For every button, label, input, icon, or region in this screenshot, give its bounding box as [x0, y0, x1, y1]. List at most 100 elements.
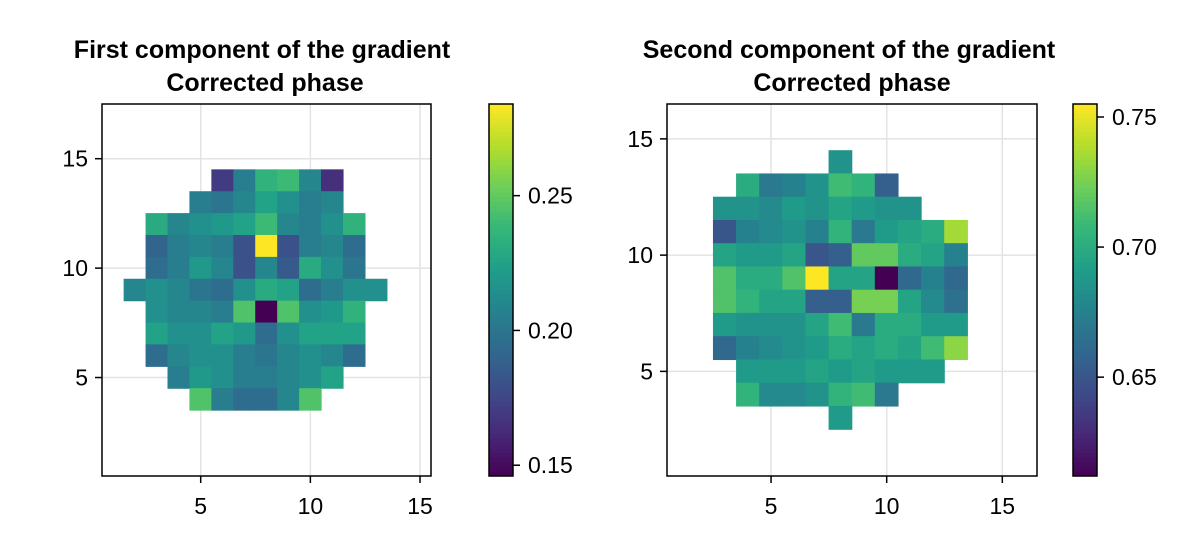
- colorbar-segment: [1073, 447, 1097, 454]
- heatmap-cell: [874, 289, 899, 314]
- heatmap-cell: [255, 278, 278, 302]
- x-tick-label: 15: [990, 493, 1016, 519]
- heatmap-cell: [277, 300, 300, 324]
- colorbar-segment: [1073, 294, 1097, 300]
- y-tick-label: 5: [640, 358, 653, 384]
- heatmap-cell: [874, 243, 899, 268]
- colorbar-segment: [489, 187, 513, 193]
- heatmap-cell: [897, 243, 922, 268]
- colorbar-segment: [1073, 424, 1097, 430]
- heatmap-cell: [897, 196, 922, 221]
- colorbar-segment: [489, 252, 513, 258]
- heatmap-cell: [944, 219, 968, 244]
- heatmap-cell: [145, 300, 169, 324]
- heatmap-cell: [167, 256, 191, 280]
- colorbar-segment: [489, 285, 513, 291]
- heatmap-cell: [321, 191, 344, 214]
- colorbar-segment: [1073, 280, 1097, 286]
- heatmap-cell: [255, 366, 278, 389]
- plot-frame: [666, 103, 1038, 477]
- heatmap-cell: [189, 278, 212, 302]
- colorbar-segment: [1073, 443, 1097, 449]
- colorbar-segment: [1073, 229, 1097, 235]
- heatmap-panel-first-component: First component of the gradient Correcte…: [62, 36, 572, 519]
- heatmap-cell: [828, 382, 853, 407]
- heatmap-cell: [189, 388, 212, 411]
- colorbar-segment: [489, 168, 513, 175]
- colorbar-segment: [1073, 159, 1097, 165]
- colorbar-segment: [1073, 247, 1097, 254]
- heatmap-cells: [712, 150, 968, 430]
- heatmap-cell: [277, 213, 300, 236]
- colorbar-segment: [1073, 396, 1097, 402]
- colorbar-segment: [489, 210, 513, 216]
- heatmap-cell: [736, 382, 760, 407]
- colorbar-segment: [1073, 438, 1097, 444]
- colorbar-segment: [1073, 461, 1097, 467]
- heatmap-cell: [277, 256, 300, 280]
- heatmap-cell: [299, 191, 322, 214]
- heatmap-cell: [805, 173, 830, 198]
- colorbar-segment: [489, 433, 513, 440]
- colorbar-segment: [1073, 187, 1097, 193]
- colorbar: 0.65 0.70 0.75: [1072, 103, 1157, 477]
- heatmap-cell: [897, 336, 922, 361]
- heatmap-cell: [759, 312, 783, 337]
- colorbar-segment: [489, 192, 513, 198]
- heatmap-cell: [782, 173, 807, 198]
- heatmap-cell: [944, 266, 968, 291]
- heatmap-cells: [123, 169, 388, 411]
- colorbar-segment: [489, 159, 513, 165]
- heatmap-cell: [712, 243, 737, 268]
- heatmap-cell: [277, 169, 300, 192]
- colorbar-frame: [488, 103, 514, 477]
- colorbar-segment: [1073, 122, 1097, 128]
- colorbar-segment: [489, 299, 513, 305]
- heatmap-cell: [299, 344, 322, 367]
- heatmap-cell: [736, 266, 760, 291]
- heatmap-cell: [782, 266, 807, 291]
- heatmap-cell: [277, 191, 300, 214]
- colorbar-segment: [1073, 433, 1097, 440]
- colorbar-segment: [489, 219, 513, 226]
- heatmap-cell: [851, 196, 876, 221]
- colorbar-segment: [1073, 271, 1097, 277]
- heatmap-cell: [233, 300, 256, 324]
- heatmap-cell: [233, 234, 256, 258]
- colorbar-segment: [489, 103, 513, 109]
- heatmap-cell: [828, 359, 853, 384]
- heatmap-cell: [255, 191, 278, 214]
- heatmap-cell: [805, 359, 830, 384]
- colorbar-segment: [489, 233, 513, 240]
- heatmap-cell: [342, 278, 366, 302]
- heatmap-cell: [342, 256, 366, 280]
- colorbar-segment: [1073, 373, 1097, 379]
- heatmap-cell: [277, 344, 300, 367]
- heatmap-cell: [189, 213, 212, 236]
- colorbar-segment: [489, 457, 513, 463]
- colorbar-segment: [1073, 303, 1097, 309]
- colorbar-segment: [489, 392, 513, 398]
- colorbar-segment: [489, 164, 513, 170]
- heatmap-cell: [851, 359, 876, 384]
- heatmap-cell: [897, 312, 922, 337]
- heatmap-cell: [342, 344, 366, 367]
- heatmap-cell: [145, 322, 169, 346]
- colorbar-segment: [1073, 471, 1097, 477]
- colorbar-segment: [489, 405, 513, 412]
- heatmap-cell: [189, 256, 212, 280]
- heatmap-cell: [828, 243, 853, 268]
- heatmap-cell: [255, 169, 278, 192]
- heatmap-cell: [321, 234, 344, 258]
- heatmap-cell: [321, 366, 344, 389]
- heatmap-cell: [211, 388, 234, 411]
- heatmap-cell: [782, 382, 807, 407]
- heatmap-cell: [211, 213, 234, 236]
- heatmap-cell: [321, 344, 344, 367]
- colorbar-segment: [1073, 382, 1097, 388]
- heatmap-cell: [921, 266, 945, 291]
- heatmap-cell: [759, 266, 783, 291]
- heatmap-cell: [828, 312, 853, 337]
- colorbar-segment: [489, 215, 513, 221]
- heatmap-cell: [921, 336, 945, 361]
